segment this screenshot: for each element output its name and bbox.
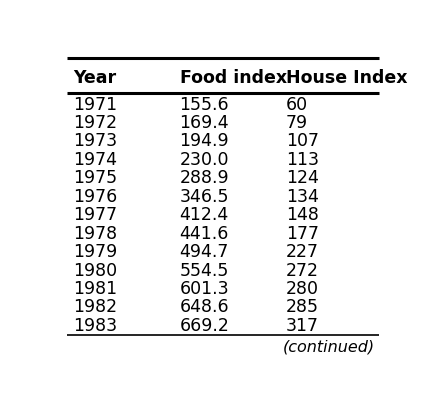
Text: 1982: 1982: [74, 299, 118, 316]
Text: 669.2: 669.2: [179, 317, 229, 335]
Text: 113: 113: [285, 151, 319, 169]
Text: 494.7: 494.7: [179, 243, 229, 261]
Text: Year: Year: [74, 69, 116, 87]
Text: 412.4: 412.4: [179, 206, 229, 224]
Text: 288.9: 288.9: [179, 169, 229, 187]
Text: 1981: 1981: [74, 280, 118, 298]
Text: (continued): (continued): [283, 340, 375, 355]
Text: 230.0: 230.0: [179, 151, 229, 169]
Text: 79: 79: [285, 114, 308, 132]
Text: 648.6: 648.6: [179, 299, 229, 316]
Text: 554.5: 554.5: [179, 261, 229, 280]
Text: 1980: 1980: [74, 261, 118, 280]
Text: 272: 272: [285, 261, 319, 280]
Text: 317: 317: [285, 317, 319, 335]
Text: 134: 134: [285, 188, 318, 206]
Text: 285: 285: [285, 299, 319, 316]
Text: 1972: 1972: [74, 114, 118, 132]
Text: 148: 148: [285, 206, 318, 224]
Text: 194.9: 194.9: [179, 133, 229, 151]
Text: 1973: 1973: [74, 133, 118, 151]
Text: 1979: 1979: [74, 243, 118, 261]
Text: 177: 177: [285, 225, 319, 243]
Text: House Index: House Index: [285, 69, 407, 87]
Text: 1978: 1978: [74, 225, 118, 243]
Text: 227: 227: [285, 243, 319, 261]
Text: 169.4: 169.4: [179, 114, 229, 132]
Text: 601.3: 601.3: [179, 280, 229, 298]
Text: Food index: Food index: [179, 69, 287, 87]
Text: 1971: 1971: [74, 96, 118, 114]
Text: 1975: 1975: [74, 169, 118, 187]
Text: 1983: 1983: [74, 317, 118, 335]
Text: 441.6: 441.6: [179, 225, 229, 243]
Text: 280: 280: [285, 280, 319, 298]
Text: 1974: 1974: [74, 151, 117, 169]
Text: 124: 124: [285, 169, 318, 187]
Text: 107: 107: [285, 133, 319, 151]
Text: 155.6: 155.6: [179, 96, 229, 114]
Text: 1977: 1977: [74, 206, 118, 224]
Text: 1976: 1976: [74, 188, 118, 206]
Text: 60: 60: [285, 96, 308, 114]
Text: 346.5: 346.5: [179, 188, 229, 206]
